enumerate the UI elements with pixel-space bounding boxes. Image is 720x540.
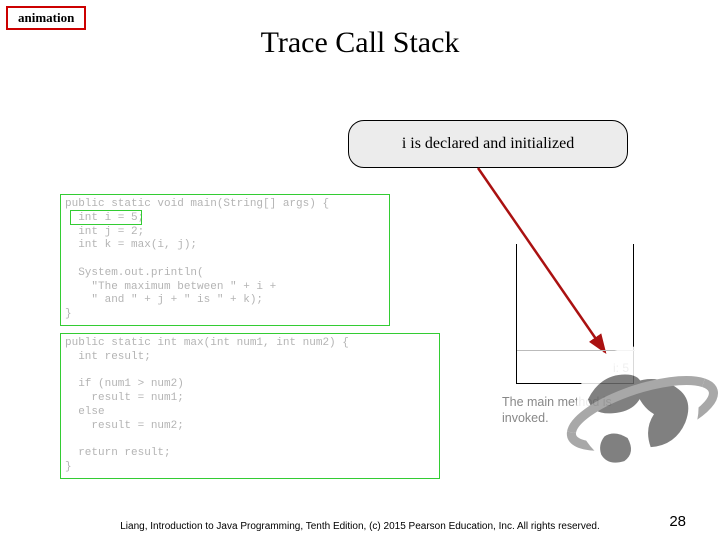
- callout-text: i is declared and initialized: [402, 135, 574, 153]
- code-max-text: public static int max(int num1, int num2…: [61, 334, 439, 478]
- slide-title: Trace Call Stack: [0, 26, 720, 60]
- page-number: 28: [669, 513, 686, 530]
- code-max-box: public static int max(int num1, int num2…: [60, 333, 440, 479]
- callout-bubble: i is declared and initialized: [348, 120, 628, 168]
- animation-tag-text: animation: [18, 10, 74, 25]
- globe-decoration: [555, 325, 720, 490]
- footer-citation: Liang, Introduction to Java Programming,…: [0, 521, 720, 532]
- code-main-text: public static void main(String[] args) {…: [61, 195, 389, 325]
- code-main-box: public static void main(String[] args) {…: [60, 194, 390, 326]
